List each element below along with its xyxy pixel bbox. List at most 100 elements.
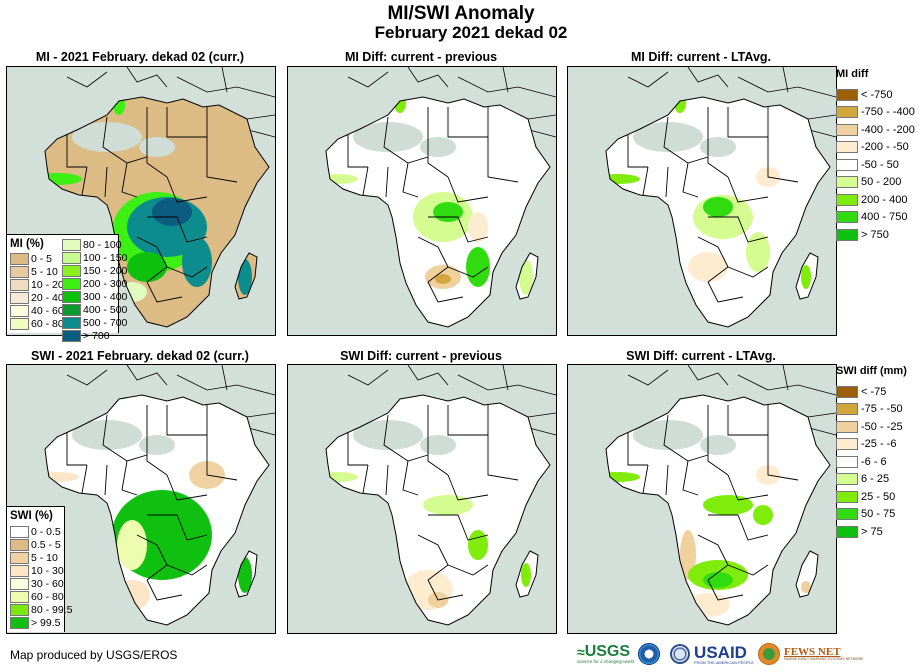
legend-label: 80 - 100 (83, 238, 122, 251)
country-border (166, 474, 208, 501)
value-region (139, 435, 175, 455)
panel-title-swi-diff-prev: SWI Diff: current - previous (340, 349, 502, 363)
country-border (665, 166, 669, 198)
legend-swatch (836, 106, 858, 119)
legend-label: 60 - 80 (31, 590, 64, 603)
country-border (727, 107, 769, 138)
country-border (487, 137, 519, 183)
value-region (420, 435, 456, 455)
legend-label: > 700 (83, 329, 110, 342)
country-border (447, 176, 489, 203)
country-border (428, 514, 489, 541)
country-border (447, 266, 489, 278)
legend-swatch (836, 193, 858, 206)
country-border (383, 116, 429, 164)
legend-label: 50 - 75 (861, 508, 896, 521)
legend-label: 5 - 10 (31, 265, 58, 278)
legend-swatch (10, 538, 29, 551)
legend-label: 10 - 20 (31, 278, 64, 291)
value-region (746, 232, 770, 272)
legend-mi-diff: MI diff < -750 -750 - -400 -400 - -200 -200… (836, 68, 915, 244)
value-region (703, 495, 753, 515)
legend-swatch (10, 525, 29, 538)
country-border (166, 107, 208, 138)
legend-swatch (10, 616, 29, 629)
legend-swatch (836, 228, 858, 241)
legend-label: 6 - 25 (861, 473, 890, 486)
legend-item: 25 - 50 (836, 488, 907, 506)
legend-label: < -750 (861, 88, 893, 101)
legend-title: SWI (%) (10, 510, 53, 522)
legend-swatch (62, 264, 81, 277)
legend-label: 50 - 200 (861, 176, 902, 189)
legend-item: -750 - -400 (836, 104, 915, 122)
country-border (347, 129, 368, 168)
value-region (468, 212, 488, 242)
country-border (447, 405, 489, 436)
legend-swatch (62, 251, 81, 264)
legend-item: 20 - 40 (10, 291, 64, 304)
country-border (166, 564, 208, 576)
legend-item: 150 - 200 (62, 264, 127, 277)
legend-swatch (10, 603, 29, 616)
country-border (136, 236, 168, 283)
noaa-logo-icon (638, 643, 661, 665)
country-border (642, 166, 649, 196)
legend-swatch (62, 329, 81, 342)
value-region (633, 420, 703, 450)
value-region (606, 472, 640, 482)
country-border (383, 414, 429, 462)
africa-map (605, 67, 836, 328)
country-border (385, 464, 389, 496)
dos-seal-icon (670, 644, 691, 664)
value-region (353, 420, 423, 450)
legend-item: 0 - 0.5 (10, 525, 64, 538)
legend-swatch (62, 290, 81, 303)
legend-swatch (836, 508, 858, 521)
africa-map (44, 67, 275, 328)
legend-item: -50 - 50 (836, 156, 915, 174)
value-region (45, 402, 92, 418)
country-border (682, 162, 699, 198)
legend-swatch (836, 176, 858, 189)
value-region (633, 122, 703, 152)
legend-label: < -75 (861, 385, 887, 398)
value-region (72, 122, 142, 152)
coastline (605, 96, 831, 328)
country-border (697, 236, 729, 283)
coastline (325, 96, 551, 328)
country-border (627, 129, 648, 168)
legend-label: 200 - 400 (861, 193, 908, 206)
legend-swatch (836, 420, 858, 433)
legend-label: 25 - 50 (861, 490, 896, 503)
legend-swatch (10, 551, 29, 564)
map-panel-mi-diff-prev (287, 66, 557, 336)
coastline (325, 394, 551, 626)
country-border (166, 266, 208, 278)
legend-label: 5 - 10 (31, 551, 58, 564)
country-border (136, 534, 168, 581)
country-border (402, 162, 419, 198)
legend-item: < -750 (836, 86, 915, 104)
country-border (427, 107, 449, 178)
value-region (606, 174, 640, 184)
legend-label: -75 - -50 (861, 403, 903, 416)
legend-item: 100 - 150 (62, 251, 127, 264)
legend-swatch (10, 317, 29, 330)
value-region (353, 122, 423, 152)
legend-item: 5 - 10 (10, 265, 62, 278)
legend-label: > 75 (861, 525, 883, 538)
coastline (605, 394, 831, 626)
legend-label: > 99.5 (31, 616, 61, 629)
country-border (66, 427, 87, 466)
partner-logos: ≈ USGS science for a changing world USAI… (577, 640, 863, 668)
country-border (427, 281, 464, 303)
legend-label: -200 - -50 (861, 141, 909, 154)
country-border (66, 129, 87, 168)
country-border (428, 216, 489, 243)
legend-label: 400 - 750 (861, 211, 908, 224)
panel-title-mi-current: MI - 2021 February. dekad 02 (curr.) (35, 50, 245, 64)
country-border (447, 474, 489, 501)
value-region (700, 137, 736, 157)
